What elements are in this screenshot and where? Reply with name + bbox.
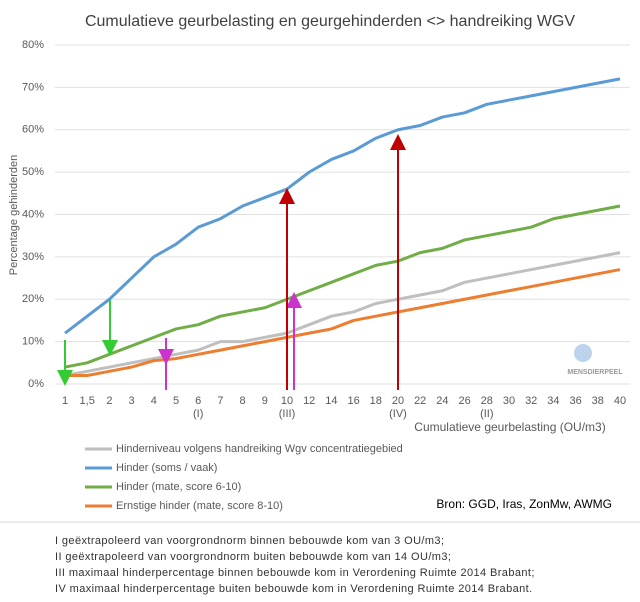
- x-tick-label: 2: [106, 395, 112, 407]
- y-tick-label: 80%: [22, 39, 44, 51]
- x-tick-label: 36: [569, 395, 581, 407]
- y-tick-label: 70%: [22, 81, 44, 93]
- notes: I geëxtrapoleerd van voorgrondnorm binne…: [55, 535, 535, 595]
- x-tick-label: 1,5: [80, 395, 95, 407]
- x-axis-title: Cumulatieve geurbelasting (OU/m3): [414, 420, 605, 434]
- y-axis-title: Percentage gehinderden: [8, 155, 20, 275]
- y-tick-label: 20%: [22, 293, 44, 305]
- x-tick-label: 28: [481, 395, 493, 407]
- legend-label: Hinder (mate, score 6-10): [116, 481, 241, 493]
- legend-label: Hinderniveau volgens handreiking Wgv con…: [116, 443, 403, 455]
- x-sublabel: (IV): [389, 408, 407, 420]
- x-tick-label: 30: [503, 395, 515, 407]
- y-tick-label: 60%: [22, 124, 44, 136]
- note: I geëxtrapoleerd van voorgrondnorm binne…: [55, 535, 444, 547]
- series-line: [64, 77, 621, 335]
- x-tick-label: 4: [151, 395, 157, 407]
- x-tick-label: 20: [392, 395, 404, 407]
- x-tick-label: 1: [62, 395, 68, 407]
- note: III maximaal hinderpercentage binnen beb…: [55, 567, 535, 579]
- x-sublabel: (I): [193, 408, 203, 420]
- legend-label: Ernstige hinder (mate, score 8-10): [116, 500, 283, 512]
- annotation-arrows: [57, 134, 406, 390]
- logo-icon: [574, 344, 592, 362]
- x-tick-label: 3: [129, 395, 135, 407]
- y-tick-label: 40%: [22, 208, 44, 220]
- y-tick-label: 30%: [22, 251, 44, 263]
- x-tick-label: 7: [217, 395, 223, 407]
- x-tick-label: 24: [436, 395, 448, 407]
- x-tick-label: 16: [347, 395, 359, 407]
- x-tick-label: 22: [414, 395, 426, 407]
- chart-title: Cumulatieve geurbelasting en geurgehinde…: [85, 13, 575, 30]
- x-tick-label: 34: [547, 395, 559, 407]
- legend-label: Hinder (soms / vaak): [116, 462, 217, 474]
- x-tick-label: 18: [370, 395, 382, 407]
- y-tick-label: 50%: [22, 166, 44, 178]
- x-tick-label: 9: [262, 395, 268, 407]
- x-tick-label: 8: [240, 395, 246, 407]
- x-sublabel: (III): [279, 408, 296, 420]
- x-tick-label: 6: [195, 395, 201, 407]
- x-sublabel: (II): [480, 408, 493, 420]
- x-tick-label: 32: [525, 395, 537, 407]
- series-line: [65, 268, 621, 378]
- x-tick-label: 10: [281, 395, 293, 407]
- plot-area: 0%10%20%30%40%50%60%70%80%1 1,5 2 3 4 5 6(I)7 8…: [22, 39, 630, 420]
- source: Bron: GGD, Iras, ZonMw, AWMG: [436, 497, 612, 511]
- x-tick-label: 40: [614, 395, 626, 407]
- x-tick-label: 12: [303, 395, 315, 407]
- legend: Hinderniveau volgens handreiking Wgv con…: [85, 443, 403, 512]
- series-line: [64, 251, 621, 377]
- y-tick-label: 10%: [22, 336, 44, 348]
- x-tick-label: 38: [592, 395, 604, 407]
- x-tick-label: 26: [458, 395, 470, 407]
- x-tick-label: 14: [325, 395, 337, 407]
- note: IV maximaal hinderpercentage buiten bebo…: [55, 583, 533, 595]
- x-tick-label: 5: [173, 395, 179, 407]
- logo-text: MENSDIERPEEL: [567, 369, 623, 376]
- y-tick-label: 0%: [28, 378, 44, 390]
- series-line: [64, 204, 621, 369]
- note: II geëxtrapoleerd van voorgrondnorm buit…: [55, 551, 451, 563]
